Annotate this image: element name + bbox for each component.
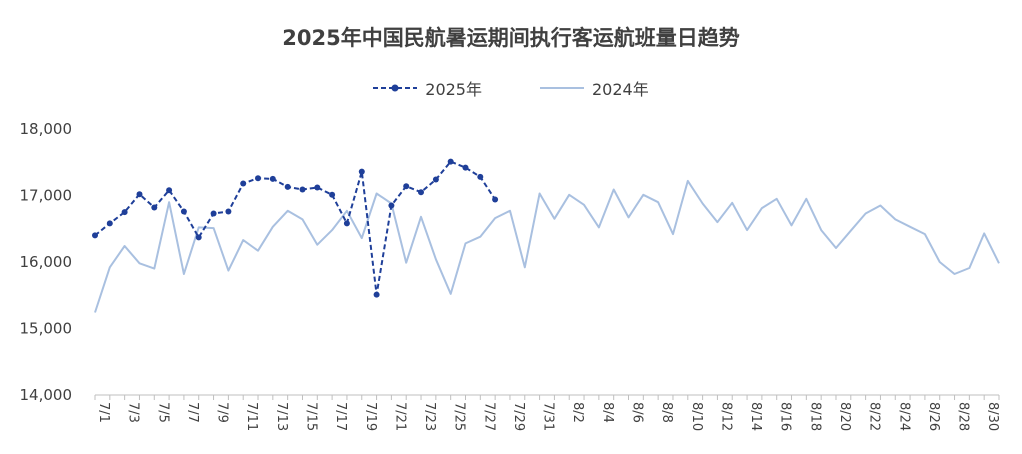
series-line-2024 — [94, 179, 1000, 313]
x-tick-label: 8/28 — [956, 402, 971, 431]
series-point-2025 — [492, 196, 499, 203]
x-tick-label: 8/14 — [748, 402, 763, 431]
series-point-2025 — [255, 175, 261, 182]
legend-swatch-2024 — [540, 87, 584, 89]
x-tick-label: 8/24 — [896, 402, 911, 431]
series-point-2025 — [373, 291, 380, 298]
series-point-2025 — [388, 202, 395, 209]
series-point-2025 — [477, 173, 484, 180]
legend: 2025年 2024年 — [0, 76, 1022, 100]
legend-item-2024[interactable]: 2024年 — [540, 76, 649, 100]
x-tick-label: 7/7 — [185, 402, 200, 423]
x-tick-label: 7/19 — [363, 402, 378, 431]
x-tick-label: 8/20 — [837, 402, 852, 431]
series-point-2025 — [284, 183, 291, 190]
legend-item-2025[interactable]: 2025年 — [373, 76, 482, 100]
series-point-2025 — [151, 204, 158, 211]
x-tick-label: 7/29 — [511, 402, 526, 431]
series-point-2025 — [403, 183, 410, 190]
series-point-2025 — [225, 208, 232, 215]
x-tick-label: 8/12 — [718, 402, 733, 431]
series-point-2025 — [462, 164, 469, 171]
series-point-2025 — [180, 208, 187, 215]
x-tick-label: 8/30 — [985, 402, 1000, 431]
x-tick-label: 7/31 — [541, 402, 556, 431]
series-point-2025 — [432, 176, 439, 183]
x-tick-label: 8/22 — [867, 402, 882, 431]
x-tick-label: 7/27 — [481, 402, 496, 431]
x-tick-label: 7/23 — [422, 402, 437, 431]
series-point-2025 — [343, 220, 350, 227]
series-point-2025 — [195, 234, 202, 241]
series-point-2025 — [447, 158, 454, 165]
series-point-2025 — [106, 220, 113, 227]
series-point-2025 — [314, 184, 321, 191]
legend-label-2024: 2024年 — [592, 80, 649, 99]
x-tick-label: 8/4 — [600, 402, 615, 423]
x-tick-label: 7/3 — [126, 402, 141, 423]
series-point-2025 — [92, 232, 98, 239]
series-point-2025 — [358, 168, 365, 175]
series-point-2025 — [418, 189, 424, 196]
x-tick-label: 7/21 — [392, 402, 407, 431]
x-tick-label: 8/10 — [689, 402, 704, 431]
x-tick-label: 7/17 — [333, 402, 348, 431]
y-tick-label: 16,000 — [20, 253, 73, 271]
x-tick-label: 8/26 — [926, 402, 941, 431]
series-point-2025 — [210, 210, 217, 217]
series-point-2025 — [166, 187, 173, 194]
x-tick-label: 8/6 — [630, 402, 645, 423]
x-tick-label: 7/9 — [215, 402, 230, 423]
x-tick-label: 7/13 — [274, 402, 289, 431]
series-line-2025 — [94, 160, 496, 296]
chart-title: 2025年中国民航暑运期间执行客运航班量日趋势 — [282, 26, 740, 50]
y-tick-label: 18,000 — [20, 120, 73, 138]
x-tick-label: 8/18 — [807, 402, 822, 431]
y-tick-label: 15,000 — [20, 320, 73, 338]
x-tick-label: 8/16 — [778, 402, 793, 431]
legend-swatch-2025 — [373, 84, 418, 92]
series-point-2025 — [269, 175, 276, 182]
x-tick-label: 7/11 — [244, 402, 259, 431]
y-tick-label: 17,000 — [20, 187, 73, 205]
series-point-2025 — [299, 186, 306, 193]
x-tick-label: 7/1 — [96, 402, 111, 423]
x-tick-label: 7/5 — [155, 402, 170, 423]
series-point-2025 — [136, 191, 143, 198]
x-tick-label: 8/2 — [570, 402, 585, 423]
x-tick-label: 7/15 — [303, 402, 318, 431]
legend-label-2025: 2025年 — [425, 80, 482, 99]
x-tick-label: 8/8 — [659, 402, 674, 423]
series-point-2025 — [240, 180, 247, 187]
x-tick-label: 7/25 — [452, 402, 467, 431]
y-tick-label: 14,000 — [20, 386, 73, 404]
series-point-2025 — [121, 209, 128, 216]
series-point-2025 — [329, 191, 336, 198]
